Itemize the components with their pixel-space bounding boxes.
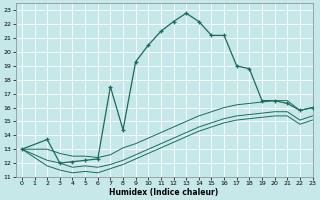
X-axis label: Humidex (Indice chaleur): Humidex (Indice chaleur) [109,188,219,197]
